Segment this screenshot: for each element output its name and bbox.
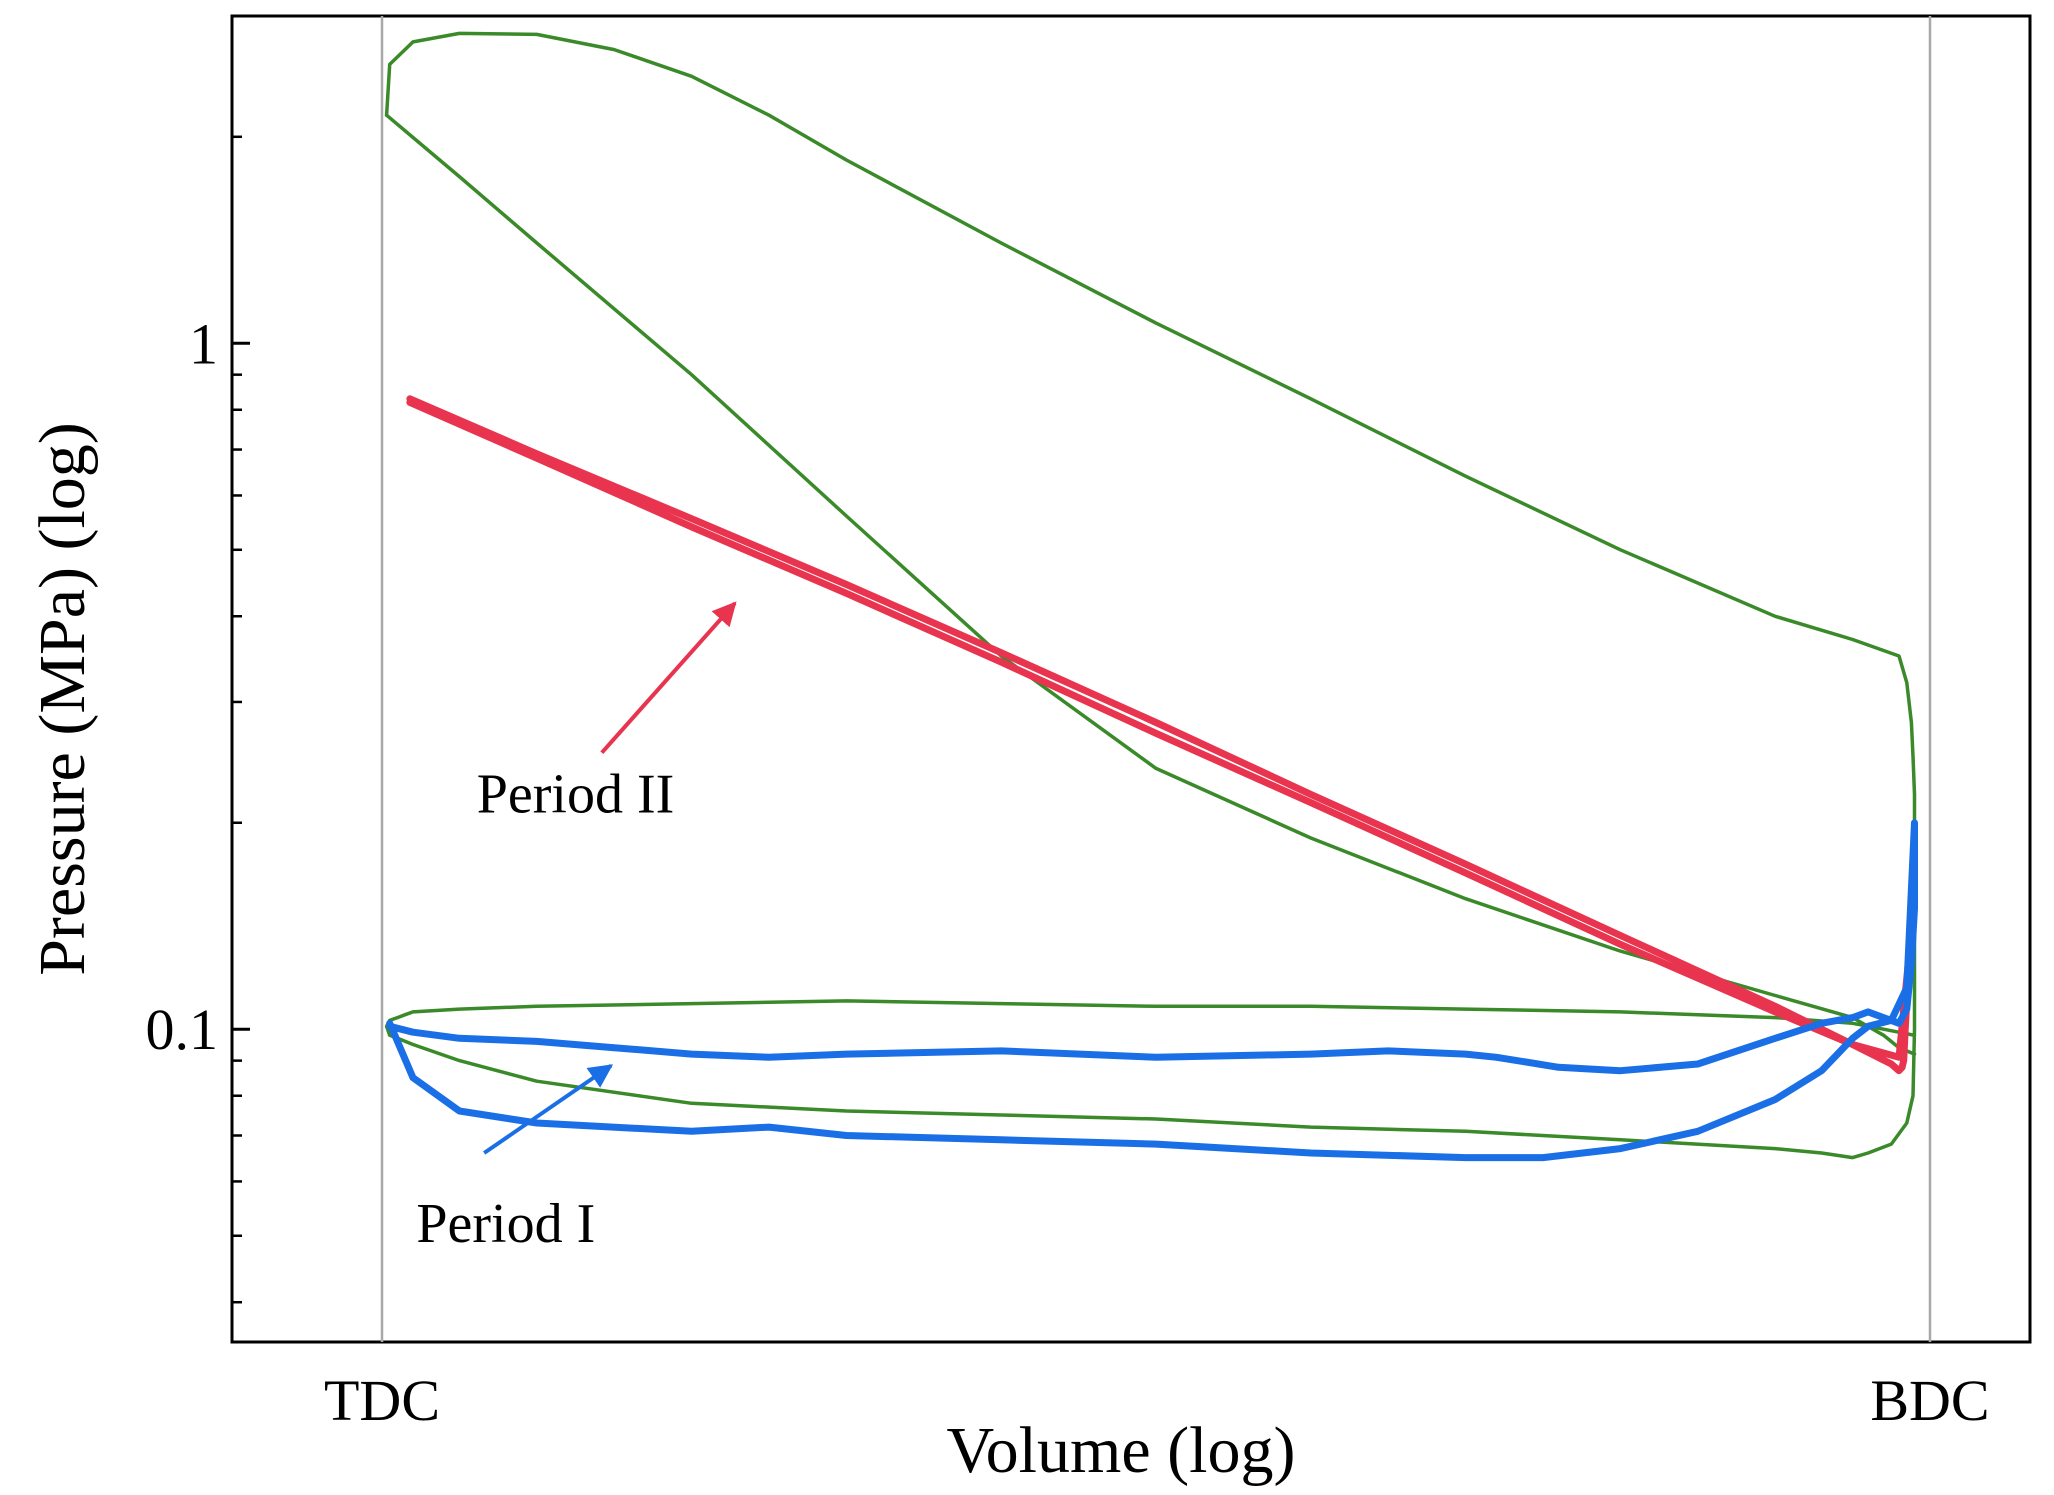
x-tick-label-tdc: TDC: [324, 1368, 440, 1433]
y-tick-label: 0.1: [146, 997, 219, 1062]
x-axis-title: Volume (log): [947, 1414, 1296, 1487]
annotation-label-period-i: Period I: [416, 1193, 595, 1255]
annotation-arrow: [600, 601, 737, 755]
y-tick-label: 1: [189, 311, 218, 376]
annotations: Period II Period I: [416, 601, 737, 1255]
reference-lines: [380, 16, 1932, 1342]
y-axis-title: Pressure (MPa) (log): [26, 422, 99, 976]
annotation-label-period-ii: Period II: [477, 764, 675, 826]
plot-frame: [230, 14, 2032, 1344]
x-tick-label-bdc: BDC: [1870, 1368, 1989, 1433]
series-line-green-cycle: [384, 31, 1917, 1160]
series-lines: [384, 31, 1918, 1162]
series-line-green-cycle-upper: [384, 113, 1917, 1056]
annotation-arrow: [483, 1063, 614, 1155]
series-line-blue-loop: [386, 819, 1918, 1162]
axes: 1 0.1 TDC BDC: [146, 14, 2032, 1433]
series-line-red-loop: [406, 395, 1917, 1075]
